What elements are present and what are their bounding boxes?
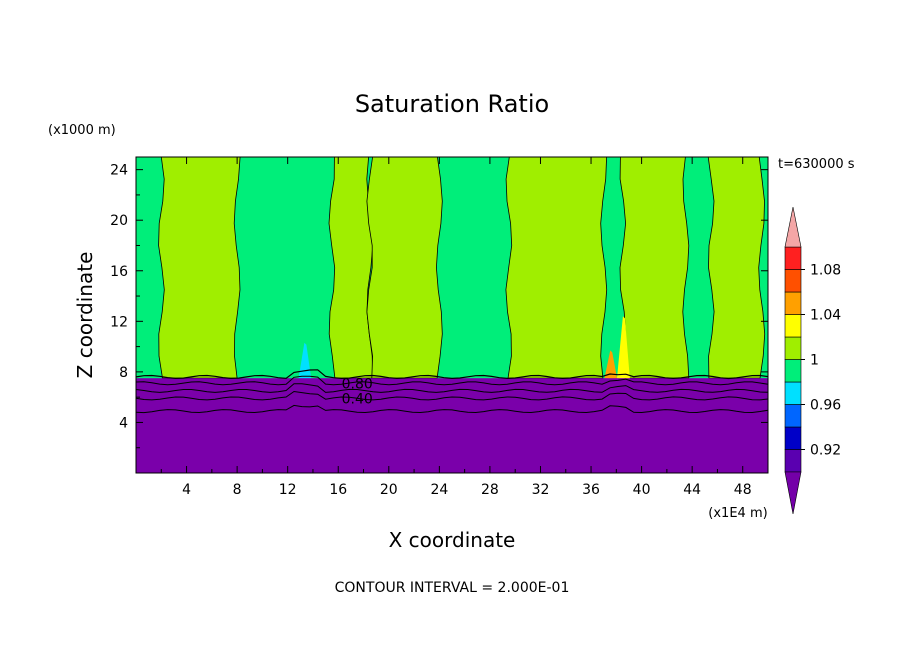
dry-lower-layer [136,378,768,473]
supersaturated-column [505,157,608,379]
y-tick-label: 16 [110,264,128,280]
supersaturated-column [328,157,374,379]
contour-line [136,404,768,414]
x-axis-label: X coordinate [389,528,516,552]
colorbar-segment [784,359,802,383]
colorbar-tick-label: 1 [810,353,819,369]
x-tick-label: 16 [329,482,347,498]
x-unit-label: (x1E4 m) [708,506,767,521]
supersaturated-column [707,157,766,379]
x-tick-label: 4 [182,482,191,498]
colorbar-segment [784,336,802,360]
x-tick-label: 32 [532,482,550,498]
colorbar-segment [784,449,802,473]
colorbar-over-arrow [784,206,802,248]
colorbar-under-arrow [784,471,802,515]
x-tick-label: 12 [279,482,297,498]
y-axis-label: Z coordinate [73,252,97,379]
colorbar-tick-label: 0.92 [810,443,841,459]
x-tick-label: 8 [233,482,242,498]
peak-spike [604,350,618,380]
supersaturated-column [619,157,690,379]
contour-line [136,390,768,401]
colorbar-tick-label: 0.96 [810,398,841,414]
contour-label: 0.40 [342,391,373,407]
supersaturated-column [366,157,443,379]
colorbar-segment [784,404,802,428]
contour-interval-note: CONTOUR INTERVAL = 2.000E-01 [335,580,570,596]
colorbar-segment [784,291,802,315]
y-tick-label: 20 [110,213,128,229]
y-unit-label: (x1000 m) [48,123,116,138]
peak-spike [616,316,630,380]
x-tick-label: 28 [481,482,499,498]
colorbar-tick-label: 1.04 [810,308,841,324]
supersaturated-column [158,157,241,379]
chart-title: Saturation Ratio [355,90,549,118]
contour-label: 0.80 [342,376,373,392]
contour-line [136,369,768,380]
colorbar-segment [784,314,802,338]
time-label: t=630000 s [778,157,855,172]
colorbar-tick-label: 1.08 [810,263,841,279]
x-tick-label: 48 [734,482,752,498]
colorbar-segment [784,246,802,270]
x-tick-label: 20 [380,482,398,498]
contour-line [136,383,768,393]
plot-frame [135,156,769,474]
x-tick-label: 44 [683,482,701,498]
contour-line [136,375,768,386]
colorbar-segment [784,381,802,405]
y-tick-label: 4 [119,415,128,431]
colorbar-segment [784,269,802,293]
y-tick-label: 12 [110,314,128,330]
x-tick-label: 40 [633,482,651,498]
colorbar: 1.08 1.04 1 0.96 0.92 [784,206,841,515]
y-tick-label: 24 [110,163,128,179]
y-tick-label: 8 [119,365,128,381]
x-tick-label: 24 [430,482,448,498]
colorbar-segment [784,426,802,450]
x-tick-label: 36 [582,482,600,498]
plot-field [136,157,768,473]
